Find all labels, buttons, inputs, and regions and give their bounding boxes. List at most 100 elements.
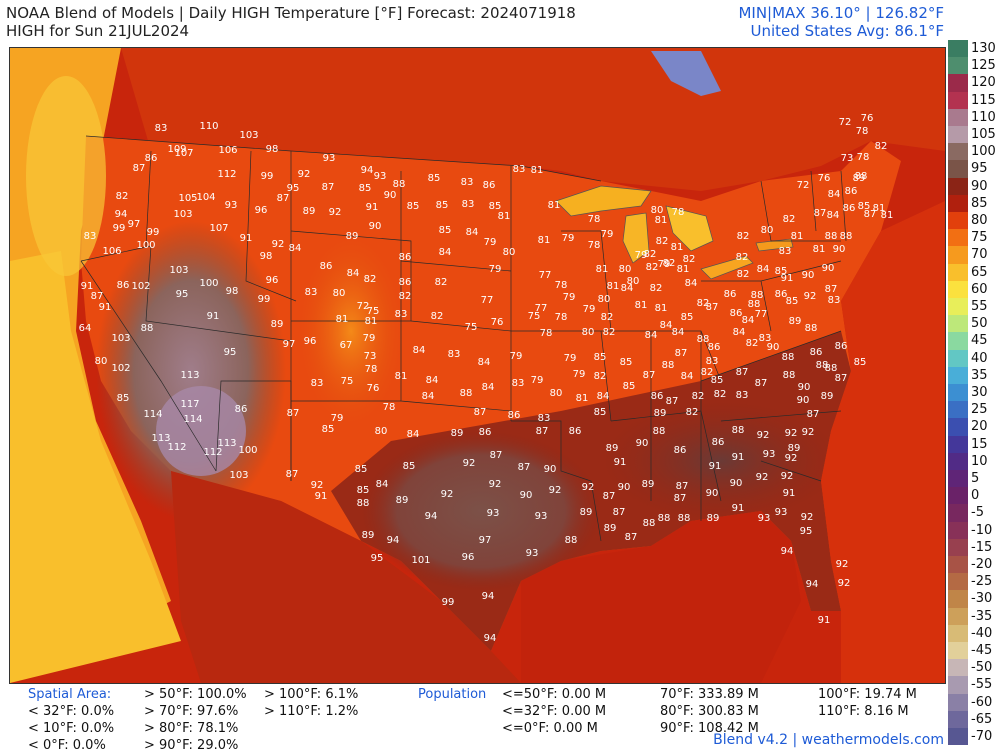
temperature-label: 86 xyxy=(483,180,496,191)
temperature-label: 84 xyxy=(413,345,426,356)
lake-michigan xyxy=(622,212,650,264)
footer-credit: Blend v4.2 | weathermodels.com xyxy=(713,732,944,748)
temperature-label: 88 xyxy=(825,363,838,374)
legend-entry: -35 xyxy=(948,607,1000,625)
temperature-label: 89 xyxy=(362,530,375,541)
population-stat: 110°F: 8.16 M xyxy=(818,704,909,719)
legend-entry: -45 xyxy=(948,642,1000,660)
temperature-label: 79 xyxy=(601,229,614,240)
temperature-label: 99 xyxy=(261,171,274,182)
legend-entry: -30 xyxy=(948,590,1000,608)
temperature-label: 91 xyxy=(614,457,627,468)
temperature-label: 91 xyxy=(315,491,328,502)
legend-tick-label: 35 xyxy=(971,367,988,383)
temperature-label: 86 xyxy=(508,410,521,421)
temperature-label: 90 xyxy=(767,342,780,353)
lake-ontario xyxy=(755,238,794,252)
temperature-label: 90 xyxy=(802,270,815,281)
legend-swatch xyxy=(948,556,968,574)
legend-entry: 60 xyxy=(948,280,1000,298)
population-stat: 70°F: 333.89 M xyxy=(660,687,759,702)
temperature-label: 91 xyxy=(207,311,220,322)
legend-tick-label: 115 xyxy=(971,92,996,108)
legend-tick-label: 45 xyxy=(971,333,988,349)
temperature-label: 77 xyxy=(755,309,768,320)
legend-swatch xyxy=(948,710,968,728)
temperature-label: 80 xyxy=(333,288,346,299)
temperature-label: 92 xyxy=(785,453,798,464)
temperature-map: 83 110 103 107 109 106 98 86 87 112 99 92 93 94 93 82 10… xyxy=(9,47,946,684)
texas-heat xyxy=(361,431,601,591)
legend-tick-label: -5 xyxy=(971,505,984,521)
temperature-label: 82 xyxy=(431,311,444,322)
temperature-label: 88 xyxy=(825,231,838,242)
temperature-label: 85 xyxy=(681,312,694,323)
temperature-label: 89 xyxy=(853,173,866,184)
temperature-label: 87 xyxy=(287,408,300,419)
temperature-label: 78 xyxy=(555,312,568,323)
temperature-label: 87 xyxy=(755,378,768,389)
temperature-label: 89 xyxy=(789,316,802,327)
population-col2: 70°F: 333.89 M 80°F: 300.83 M 90°F: 108.… xyxy=(660,686,759,737)
us-landmass xyxy=(81,136,901,651)
temperature-label: 85 xyxy=(355,464,368,475)
legend-tick-label: 60 xyxy=(971,281,988,297)
pacific-ocean-south xyxy=(10,251,181,683)
population-col3: 100°F: 19.74 M 110°F: 8.16 M xyxy=(818,686,917,720)
legend-entry: 75 xyxy=(948,229,1000,247)
legend-entry: 50 xyxy=(948,315,1000,333)
temperature-label: 79 xyxy=(658,259,671,270)
temperature-label: 90 xyxy=(798,382,811,393)
temperature-label: 85 xyxy=(428,173,441,184)
spatial-area-col2: > 50°F: 100.0% > 70°F: 97.6% > 80°F: 78.… xyxy=(144,686,247,754)
legend-swatch xyxy=(948,349,968,367)
temperature-label: 97 xyxy=(283,339,296,350)
legend-entry: 20 xyxy=(948,418,1000,436)
temperature-label: 86 xyxy=(399,277,412,288)
temperature-label: 91 xyxy=(81,281,94,292)
population-stat: 100°F: 19.74 M xyxy=(818,687,917,702)
temperature-label: 83 xyxy=(311,378,324,389)
temperature-label: 85 xyxy=(439,225,452,236)
temperature-label: 112 xyxy=(167,442,186,453)
temperature-label: 85 xyxy=(620,357,633,368)
temperature-label: 92 xyxy=(582,482,595,493)
legend-swatch xyxy=(948,263,968,281)
temperature-label: 90 xyxy=(636,438,649,449)
temperature-label: 86 xyxy=(730,308,743,319)
temperature-label: 96 xyxy=(304,336,317,347)
legend-swatch xyxy=(948,624,968,642)
temperature-label: 94 xyxy=(387,535,400,546)
temperature-label: 87 xyxy=(736,367,749,378)
temperature-label: 84 xyxy=(422,391,435,402)
temperature-label: 91 xyxy=(240,233,253,244)
temperature-label: 86 xyxy=(399,252,412,263)
spatial-area-label: Spatial Area: xyxy=(28,687,112,702)
population-stat: <=50°F: 0.00 M xyxy=(502,687,607,702)
temperature-label: 81 xyxy=(881,210,894,221)
legend-tick-label: 25 xyxy=(971,402,988,418)
temperature-label: 107 xyxy=(209,223,228,234)
legend-tick-label: -40 xyxy=(971,625,993,641)
legend-entry: 25 xyxy=(948,401,1000,419)
legend-swatch xyxy=(948,40,968,58)
temperature-label: 87 xyxy=(835,373,848,384)
temperature-label: 92 xyxy=(463,458,476,469)
temperature-label: 88 xyxy=(697,334,710,345)
legend-entry: -25 xyxy=(948,573,1000,591)
legend-swatch xyxy=(948,728,968,746)
temperature-label: 82 xyxy=(746,338,759,349)
temperature-label: 91 xyxy=(709,461,722,472)
legend-tick-label: -25 xyxy=(971,574,993,590)
temperature-label: 83 xyxy=(84,231,97,242)
temperature-label: 85 xyxy=(854,357,867,368)
temperature-label: 77 xyxy=(481,295,494,306)
legend-tick-label: 40 xyxy=(971,350,988,366)
temperature-label: 84 xyxy=(681,371,694,382)
temperature-label: 84 xyxy=(482,382,495,393)
legend-swatch xyxy=(948,607,968,625)
legend-tick-label: 20 xyxy=(971,419,988,435)
legend-entry: 10 xyxy=(948,452,1000,470)
temperature-label: 110 xyxy=(199,121,218,132)
header-title-block: NOAA Blend of Models | Daily HIGH Temper… xyxy=(6,4,576,40)
